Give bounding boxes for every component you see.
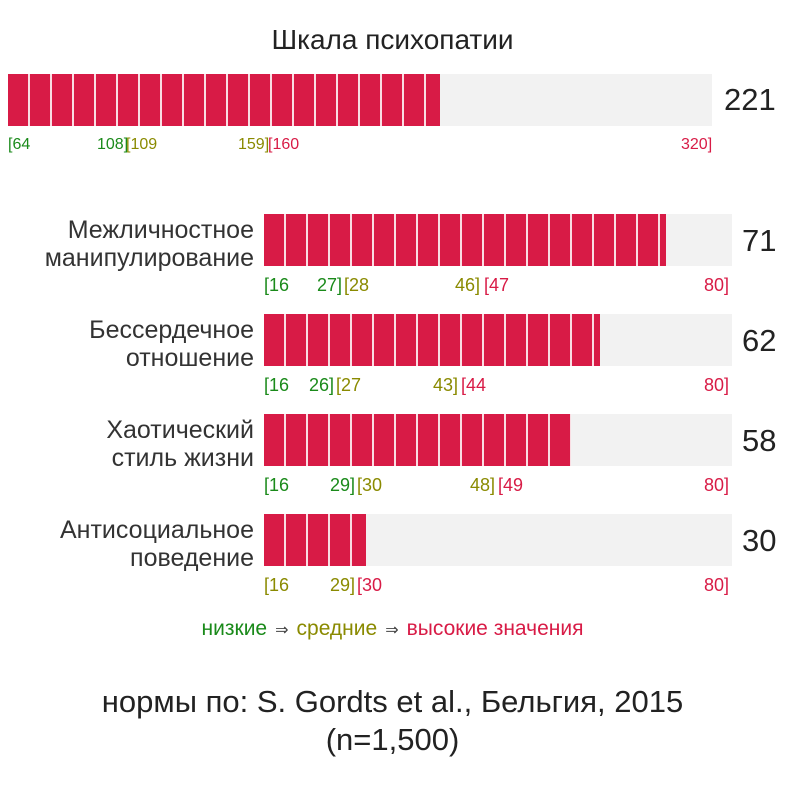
total-tick-mid-start: [109 [126,136,158,153]
total-tick-low-start: [64 [8,136,31,153]
subscale-tick: [16 [264,575,290,595]
subscale-label-antisocial: Антисоциальное поведение [0,516,254,572]
subscale-track [264,514,732,566]
subscale-track [264,214,732,266]
subscale-tick: [30 [357,575,383,595]
subscale-bar-antisocial [264,514,367,566]
subscale-label-line: Межличностное [67,216,254,244]
subscale-tick: [16 [264,375,290,395]
arrow-icon: ⇒ [385,622,399,639]
legend-low: низкие [201,617,268,640]
subscale-score: 62 [742,323,777,358]
subscale-score: 30 [742,523,777,558]
subscale-tick: 27] [317,275,343,295]
footer-line-2: (n=1,500) [325,722,460,757]
legend-high: высокие значения [406,617,584,640]
subscale-label-line: Бессердечное [89,316,254,344]
subscale-track [264,314,732,366]
subscale-tick: [16 [264,275,290,295]
subscale-tick: 29] [330,475,356,495]
subscale-label-line: Хаотический [106,416,254,444]
total-tick-mid-end: 159] [238,136,270,153]
subscale-tick: 43] [433,375,459,395]
subscale-tick: 80] [704,375,730,395]
subscale-label-line: стиль жизни [111,444,254,472]
subscale-tick: [49 [498,475,524,495]
total-tick-high-start: [160 [268,136,300,153]
subscale-bar-lifestyle [264,414,572,466]
legend-mid: средние [296,617,378,640]
subscale-bar-callous [264,314,601,366]
subscale-label-manipulation: Межличностное манипулирование [0,216,254,272]
subscale-score: 71 [742,223,777,258]
subscale-label-line: манипулирование [44,244,254,272]
total-tick-low-end: 108] [97,136,129,153]
subscale-track [264,414,732,466]
subscale-tick: [47 [484,275,510,295]
subscale-label-line: отношение [125,344,254,372]
subscale-tick: 26] [309,375,335,395]
subscale-tick: 80] [704,475,730,495]
footer-line-1: нормы по: S. Gordts et al., Бельгия, 201… [101,684,684,719]
subscale-bar-manipulation [264,214,667,266]
subscale-tick: 80] [704,275,730,295]
subscale-tick: 29] [330,575,356,595]
subscale-label-callous: Бессердечное отношение [0,316,254,372]
subscale-label-lifestyle: Хаотический стиль жизни [0,416,254,472]
subscale-tick: [28 [344,275,370,295]
subscale-tick: [27 [336,375,362,395]
legend: низкие ⇒ средние ⇒ высокие значения [0,617,785,641]
total-bar-track [8,74,712,126]
total-tick-high-end: 320] [681,136,713,153]
footer-note: нормы по: S. Gordts et al., Бельгия, 201… [0,683,785,759]
subscale-label-line: поведение [130,544,254,572]
subscale-tick: [16 [264,475,290,495]
subscale-tick: 48] [470,475,496,495]
subscale-label-line: Антисоциальное [60,516,254,544]
subscale-tick: [30 [357,475,383,495]
subscale-tick: [44 [461,375,487,395]
subscale-score: 58 [742,423,777,458]
chart-title: Шкала психопатии [271,24,514,55]
arrow-icon: ⇒ [275,622,289,639]
total-bar [8,74,440,126]
total-score-label: 221 [724,82,776,117]
subscale-tick: 46] [455,275,481,295]
subscale-tick: 80] [704,575,730,595]
